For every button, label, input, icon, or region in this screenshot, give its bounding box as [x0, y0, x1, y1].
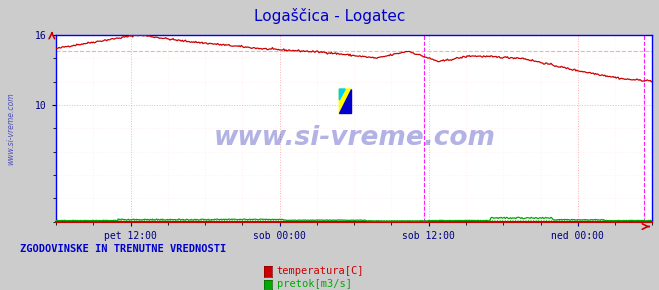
Text: www.si-vreme.com: www.si-vreme.com: [214, 125, 495, 151]
Polygon shape: [339, 89, 351, 113]
Text: www.si-vreme.com: www.si-vreme.com: [7, 92, 16, 165]
Text: Logaščica - Logatec: Logaščica - Logatec: [254, 8, 405, 24]
Polygon shape: [339, 89, 345, 100]
Text: temperatura[C]: temperatura[C]: [277, 266, 364, 276]
Text: ZGODOVINSKE IN TRENUTNE VREDNOSTI: ZGODOVINSKE IN TRENUTNE VREDNOSTI: [20, 244, 226, 254]
Polygon shape: [339, 89, 351, 113]
Text: pretok[m3/s]: pretok[m3/s]: [277, 279, 352, 289]
